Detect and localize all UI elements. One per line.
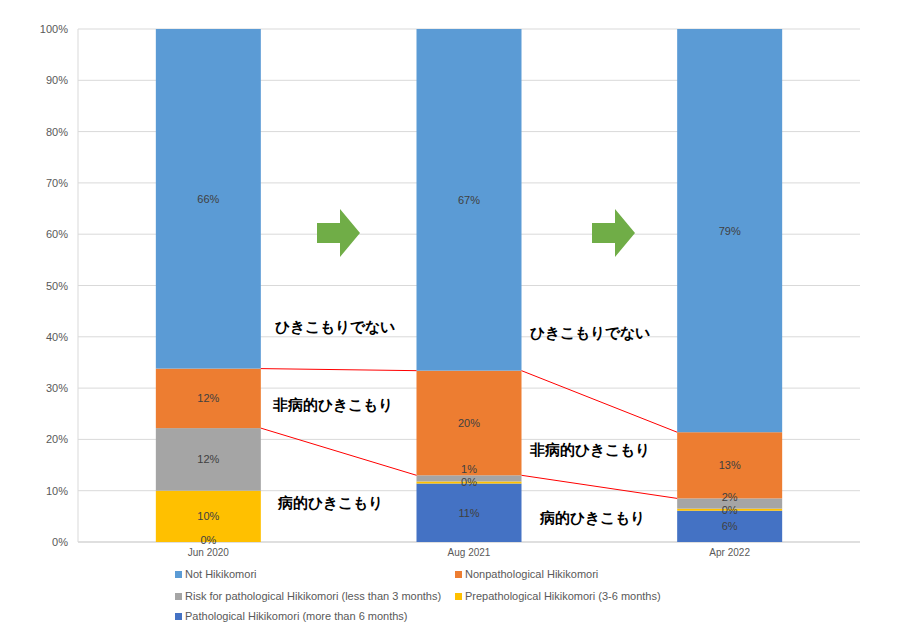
data-label: 66%: [197, 193, 219, 205]
legend-swatch: [175, 593, 182, 600]
y-tick-label: 80%: [46, 126, 68, 138]
annotation: ひきこもりでない: [275, 318, 395, 336]
bar-segment: [417, 484, 522, 542]
connector-line: [261, 369, 417, 371]
data-label: 0%: [200, 534, 216, 546]
y-axis-line: [78, 29, 79, 542]
annotation: 病的ひきこもり: [277, 494, 383, 512]
y-tick-label: 10%: [46, 485, 68, 497]
annotation: 非病的ひきこもり: [272, 396, 393, 414]
y-tick-label: 40%: [46, 331, 68, 343]
connector-lines: [261, 369, 677, 499]
data-label: 1%: [461, 463, 477, 475]
annotation: ひきこもりでない: [530, 324, 650, 342]
legend: Not Hikikomori Nonpathological Hikikomori…: [175, 568, 661, 622]
data-label: 0%: [722, 504, 738, 516]
data-label: 20%: [458, 417, 480, 429]
data-label: 10%: [197, 510, 219, 522]
annotation: 非病的ひきこもり: [529, 441, 650, 459]
y-tick-label: 0%: [52, 536, 68, 548]
connector-line: [522, 371, 678, 433]
y-tick-label: 60%: [46, 228, 68, 240]
connector-line: [522, 475, 678, 498]
data-label: 11%: [458, 507, 479, 519]
annotation: 病的ひきこもり: [539, 509, 645, 527]
y-tick-label: 70%: [46, 177, 68, 189]
bars: [156, 29, 782, 542]
data-label: 12%: [197, 453, 219, 465]
x-tick-label: Jun 2020: [188, 547, 230, 558]
data-labels: 0%10%12%12%66%11%0%1%20%67%6%0%2%13%79%: [197, 193, 741, 546]
data-label: 6%: [722, 520, 738, 532]
bar-segment: [156, 428, 261, 491]
bar-segment: [677, 29, 782, 432]
legend-label: Nonpathological Hikikomori: [465, 568, 598, 580]
bar-segment: [677, 432, 782, 498]
bar-segment: [156, 369, 261, 429]
legend-label: Not Hikikomori: [185, 568, 257, 580]
grid: [78, 29, 860, 542]
legend-swatch: [175, 571, 182, 578]
legend-swatch: [455, 571, 462, 578]
chart: 0% 10% 20% 30% 40% 50% 60% 70% 80% 90% 100% Jun 202…: [0, 0, 898, 639]
data-label: 2%: [722, 491, 738, 503]
data-label: 79%: [719, 225, 741, 237]
data-label: 67%: [458, 194, 480, 206]
bar-segment: [156, 29, 261, 369]
bar-segment: [417, 29, 522, 371]
data-label: 12%: [197, 392, 219, 404]
y-tick-label: 50%: [46, 280, 68, 292]
x-tick-label: Aug 2021: [448, 547, 491, 558]
legend-label: Risk for pathological Hikikomori (less t…: [185, 590, 441, 602]
y-tick-label: 20%: [46, 433, 68, 445]
bar-segment: [417, 371, 522, 476]
y-tick-label: 90%: [46, 74, 68, 86]
legend-label: Prepathological Hikikomori (3-6 months): [465, 590, 661, 602]
connector-line: [261, 428, 417, 475]
y-tick-label: 100%: [40, 23, 68, 35]
arrow: [592, 209, 635, 257]
legend-label: Pathological Hikikomori (more than 6 mon…: [185, 610, 408, 622]
data-label: 13%: [719, 459, 741, 471]
legend-swatch: [455, 593, 462, 600]
y-tick-label: 30%: [46, 382, 68, 394]
x-tick-label: Apr 2022: [709, 547, 750, 558]
data-label: 0%: [461, 476, 477, 488]
legend-swatch: [175, 613, 182, 620]
arrow: [317, 209, 360, 257]
